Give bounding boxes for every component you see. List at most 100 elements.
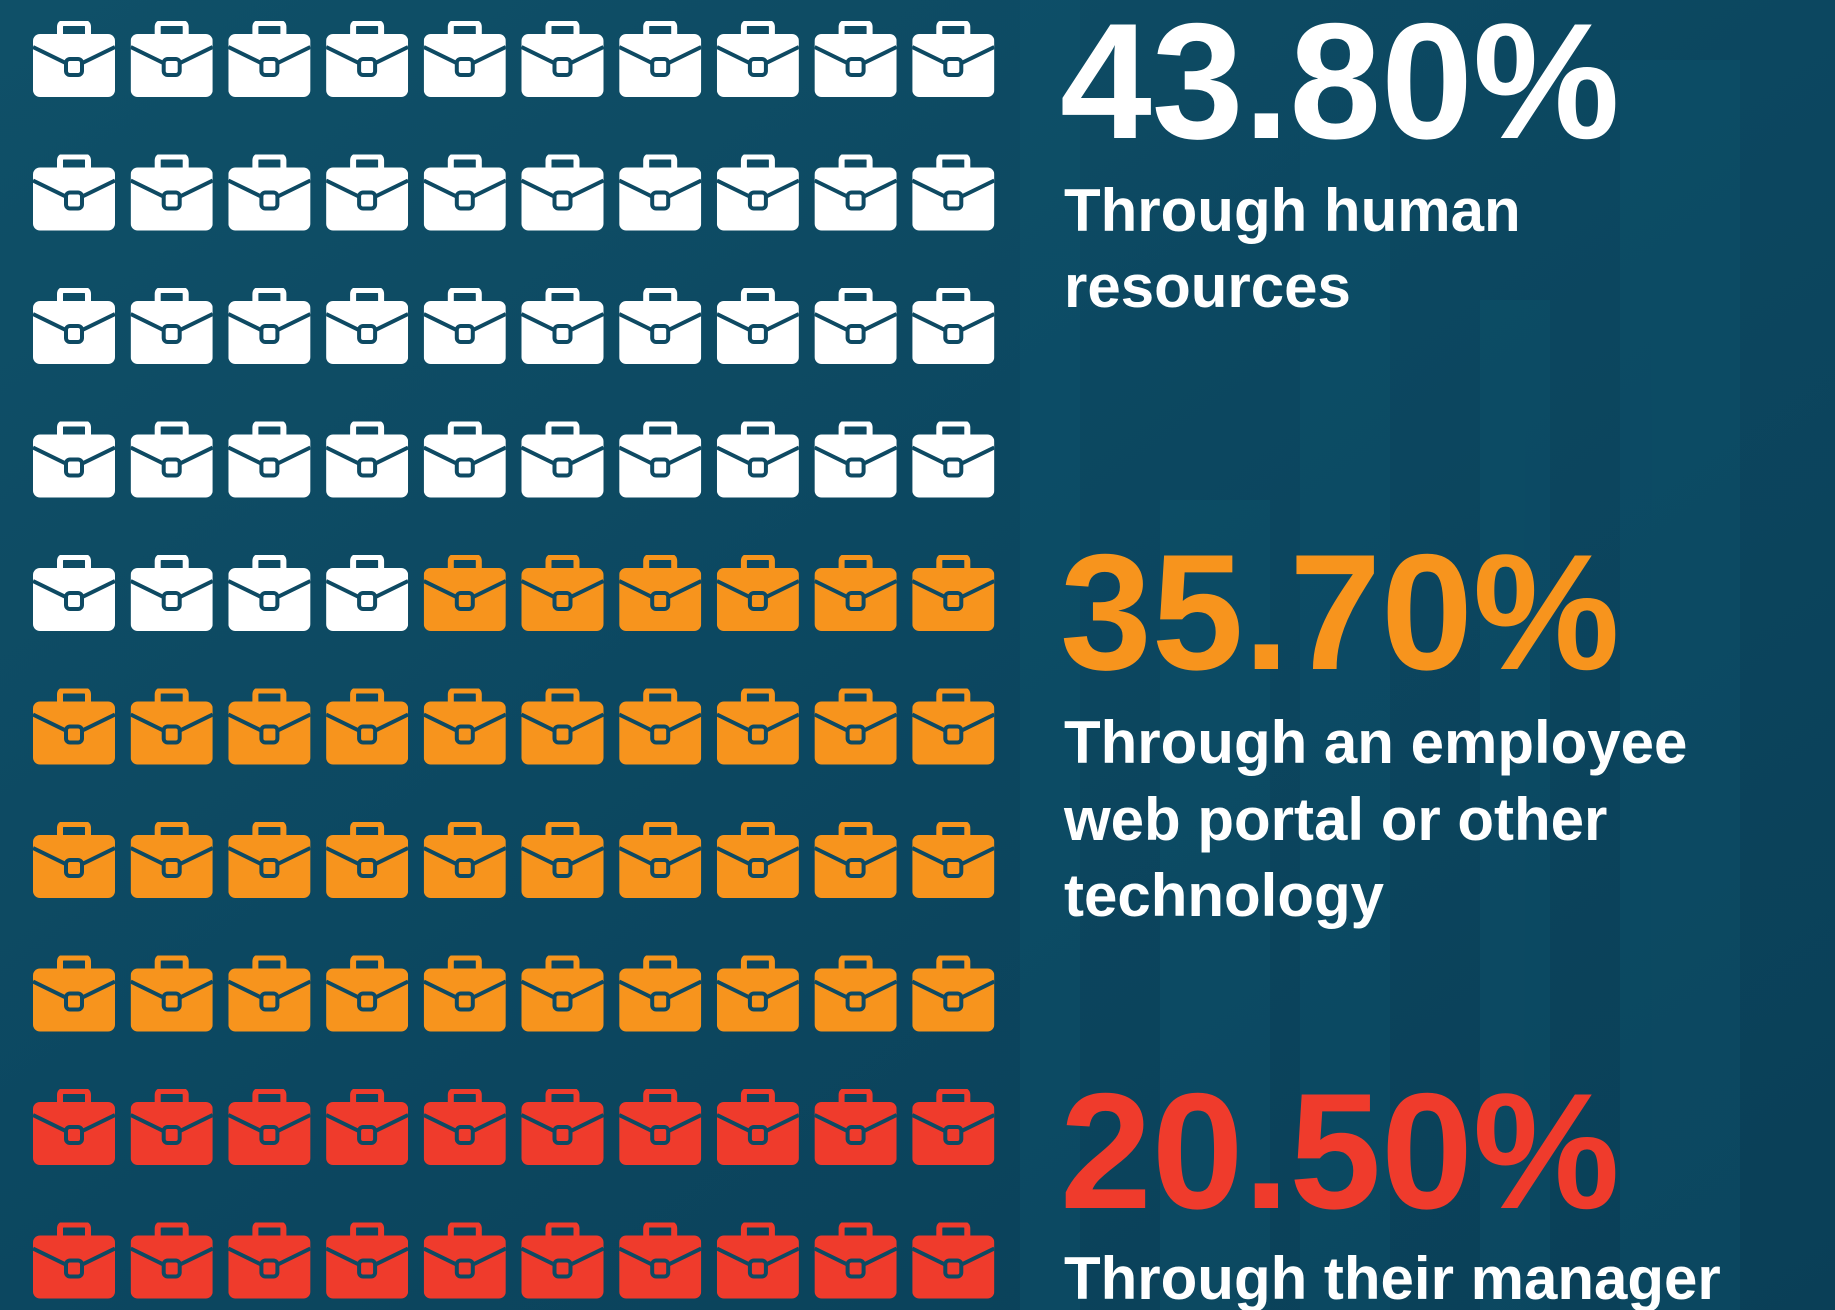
series-label: Through their manager [1064, 1245, 1721, 1310]
briefcase-icon [228, 424, 310, 498]
briefcase-icon [326, 691, 408, 765]
briefcase-icon [619, 1091, 701, 1165]
briefcase-icon [228, 290, 310, 364]
briefcase-icon [131, 691, 213, 765]
briefcase-icon [131, 157, 213, 231]
briefcase-icon [522, 157, 604, 231]
briefcase-icon [912, 691, 994, 765]
briefcase-icon [326, 1225, 408, 1299]
briefcase-icon [912, 290, 994, 364]
briefcase-icon [424, 424, 506, 498]
briefcase-icon [717, 958, 799, 1032]
briefcase-icon [912, 157, 994, 231]
briefcase-icon [619, 23, 701, 97]
briefcase-icon [33, 290, 115, 364]
briefcase-icon [912, 1091, 994, 1165]
briefcase-icon [522, 557, 604, 631]
briefcase-icon [424, 157, 506, 231]
briefcase-icon [33, 958, 115, 1032]
briefcase-icon [815, 958, 897, 1032]
briefcase-icon [33, 691, 115, 765]
series-label: resources [1064, 253, 1351, 320]
briefcase-icon [228, 157, 310, 231]
briefcase-icon [131, 1091, 213, 1165]
briefcase-icon [815, 824, 897, 898]
briefcase-icon [424, 23, 506, 97]
briefcase-icon [131, 23, 213, 97]
briefcase-icon [228, 958, 310, 1032]
briefcase-icon [717, 424, 799, 498]
briefcase-icon [33, 1091, 115, 1165]
briefcase-icon [717, 824, 799, 898]
briefcase-icon [619, 157, 701, 231]
briefcase-icon [522, 290, 604, 364]
briefcase-icon [33, 157, 115, 231]
briefcase-icon [131, 1225, 213, 1299]
series-label: Through an employee [1064, 709, 1687, 776]
briefcase-icon [717, 23, 799, 97]
briefcase-icon [619, 824, 701, 898]
briefcase-icon [424, 290, 506, 364]
briefcase-icon [815, 1225, 897, 1299]
briefcase-icon [912, 824, 994, 898]
briefcase-icon [326, 23, 408, 97]
briefcase-icon [619, 290, 701, 364]
briefcase-icon [912, 557, 994, 631]
briefcase-icon [717, 691, 799, 765]
briefcase-icon [717, 290, 799, 364]
briefcase-icon [326, 557, 408, 631]
briefcase-icon [815, 23, 897, 97]
briefcase-icon [228, 23, 310, 97]
briefcase-icon [619, 1225, 701, 1299]
briefcase-icon [424, 958, 506, 1032]
briefcase-icon [424, 691, 506, 765]
briefcase-icon [522, 1091, 604, 1165]
briefcase-icon [717, 157, 799, 231]
briefcase-icon [815, 1091, 897, 1165]
briefcase-icon [912, 424, 994, 498]
briefcase-icon [717, 557, 799, 631]
briefcase-icon [619, 424, 701, 498]
briefcase-icon [33, 424, 115, 498]
briefcase-icon [522, 958, 604, 1032]
briefcase-icon [228, 824, 310, 898]
briefcase-icon [228, 557, 310, 631]
briefcase-icon [815, 424, 897, 498]
briefcase-icon [33, 23, 115, 97]
briefcase-icon [912, 1225, 994, 1299]
briefcase-icon [326, 290, 408, 364]
briefcase-icon [522, 1225, 604, 1299]
briefcase-icon [228, 1225, 310, 1299]
percentage: 35.70% [1060, 520, 1620, 704]
briefcase-icon [33, 1225, 115, 1299]
briefcase-icon [326, 157, 408, 231]
briefcase-icon [131, 290, 213, 364]
briefcase-icon [33, 557, 115, 631]
briefcase-icon [424, 1091, 506, 1165]
briefcase-icon [717, 1091, 799, 1165]
briefcase-icon [522, 824, 604, 898]
briefcase-icon [912, 958, 994, 1032]
briefcase-icon [228, 691, 310, 765]
briefcase-icon [815, 691, 897, 765]
briefcase-icon [228, 1091, 310, 1165]
briefcase-icon [326, 958, 408, 1032]
briefcase-icon [326, 424, 408, 498]
briefcase-icon [619, 557, 701, 631]
briefcase-icon [131, 424, 213, 498]
briefcase-icon [717, 1225, 799, 1299]
briefcase-icon [326, 1091, 408, 1165]
briefcase-icon [522, 424, 604, 498]
briefcase-icon [912, 23, 994, 97]
briefcase-icon [424, 824, 506, 898]
percentage: 43.80% [1060, 0, 1620, 173]
briefcase-icon [815, 290, 897, 364]
briefcase-icon [522, 23, 604, 97]
percentage: 20.50% [1060, 1059, 1620, 1243]
briefcase-icon [424, 557, 506, 631]
legend-text: 43.80%Through humanresources35.70%Throug… [1060, 0, 1721, 1310]
briefcase-icon [131, 824, 213, 898]
briefcase-icon [326, 824, 408, 898]
